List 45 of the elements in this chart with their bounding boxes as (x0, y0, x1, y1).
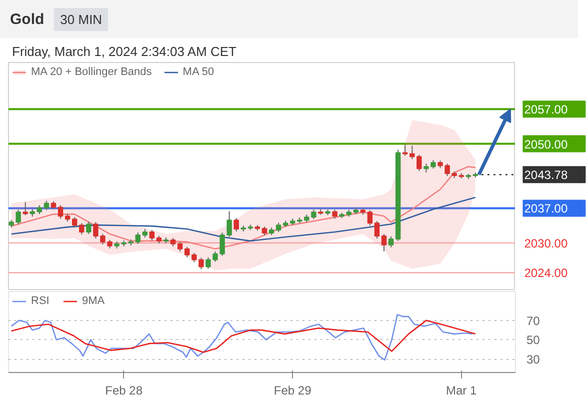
candlestick (58, 204, 64, 220)
candlestick (135, 232, 140, 244)
legend-label: RSI (31, 295, 50, 307)
y-tick-label: 50 (526, 333, 540, 348)
legend-label: MA 50 (182, 66, 214, 78)
chart-title: Gold (10, 10, 44, 28)
candlestick (276, 222, 282, 233)
candlestick (86, 221, 92, 234)
candlestick (416, 154, 422, 172)
chart-subtitle: 30 MIN (54, 8, 108, 30)
ref-line-label: 2024.00 (524, 266, 568, 280)
x-tick-label: Mar 1 (446, 384, 478, 398)
line-series (10, 314, 474, 361)
candlestick (374, 220, 380, 239)
line-series (10, 320, 476, 353)
ref-line-label: 2057.00 (524, 102, 568, 117)
ref-line-label: 2030.00 (524, 236, 568, 250)
candlestick (367, 210, 373, 226)
candlestick (22, 202, 28, 216)
candlestick (79, 222, 84, 235)
candlestick (402, 144, 408, 156)
candlestick (234, 218, 239, 232)
candlestick (44, 200, 50, 211)
candlestick (100, 233, 106, 245)
ref-line-label: 2050.00 (524, 137, 568, 152)
candlestick (410, 145, 415, 160)
candlestick (93, 222, 98, 239)
legend-label: 9MA (82, 295, 105, 307)
x-tick-label: Feb 28 (105, 384, 143, 398)
y-tick-label: 30 (526, 352, 540, 366)
candlestick (149, 230, 155, 241)
ref-line-label: 2037.00 (524, 202, 568, 216)
candlestick (184, 246, 190, 258)
text: Friday, March 1, 2024 2:34:03 AM CET (11, 43, 238, 59)
ref-line-label: 2043.78 (524, 168, 568, 182)
candlestick (177, 241, 183, 252)
candlestick (226, 210, 232, 238)
candlestick (381, 233, 387, 252)
candlestick (388, 236, 394, 248)
candlestick (16, 209, 21, 226)
candlestick (72, 216, 78, 228)
candlestick (444, 163, 450, 177)
x-tick-label: Feb 29 (274, 384, 312, 398)
legend-label: MA 20 + Bollinger Bands (31, 66, 152, 78)
y-tick-label: 70 (526, 314, 540, 328)
